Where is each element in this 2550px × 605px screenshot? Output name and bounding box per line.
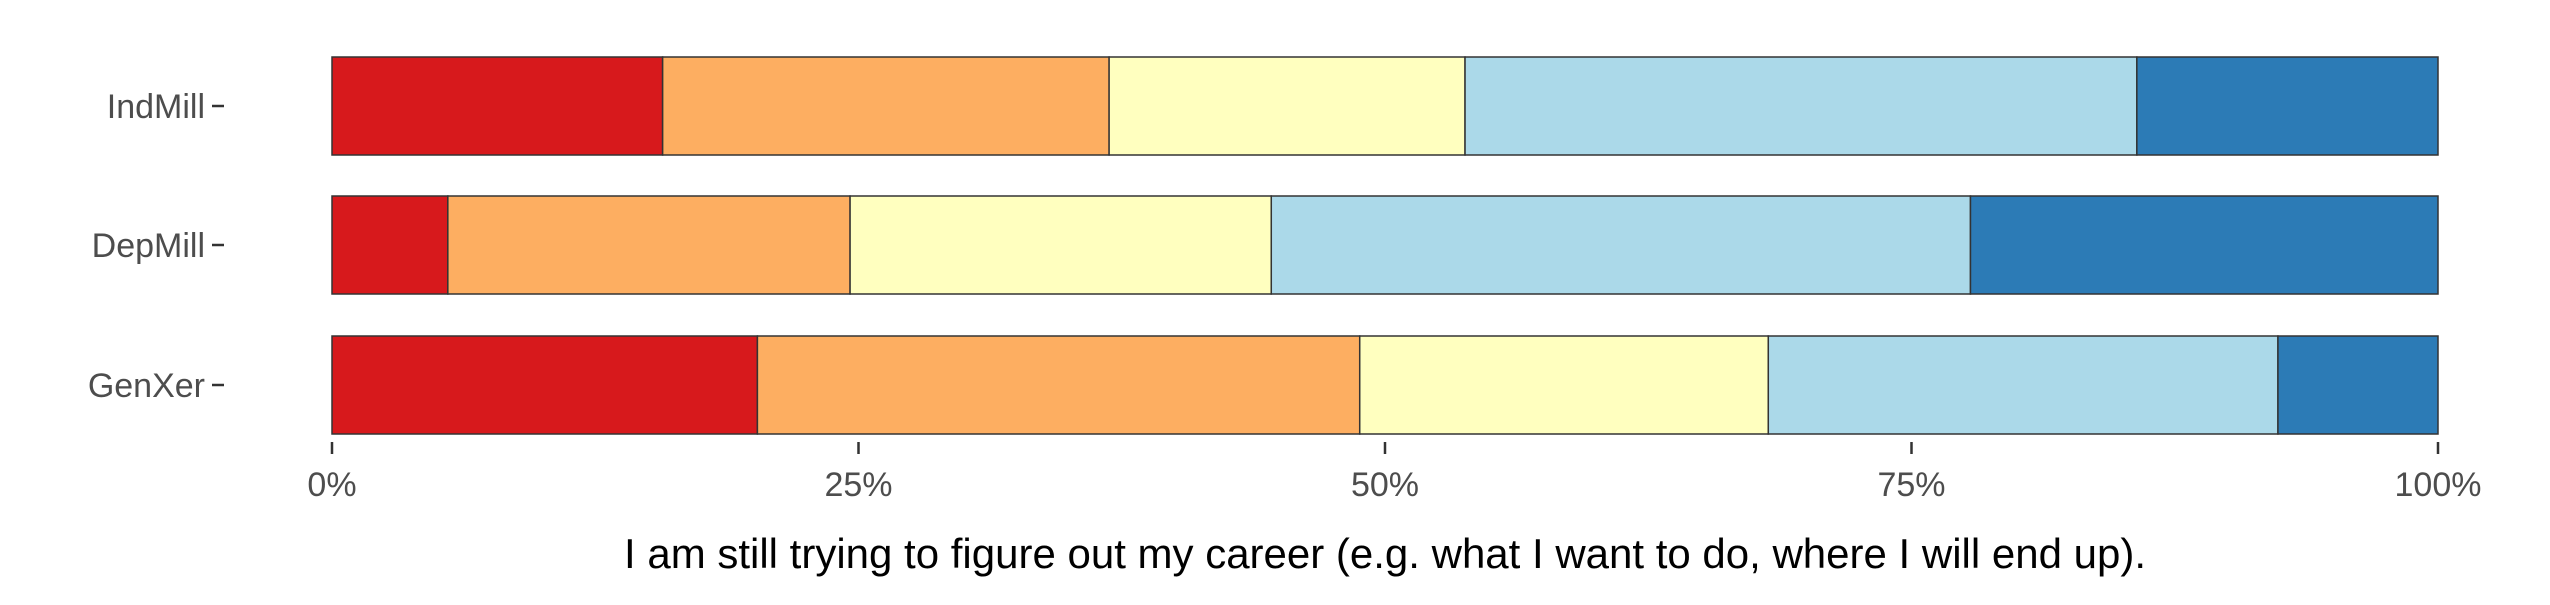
x-tick-label-0: 0% [307,466,356,504]
x-tick-label-100: 100% [2395,466,2482,504]
bar-indmill-segment-4 [1464,56,2138,156]
y-axis: IndMill DepMill GenXer [88,88,224,405]
bar-indmill-segment-1 [331,56,664,156]
bar-genxer-segment-3 [1358,335,1770,435]
bar-depmill-segment-5 [1969,195,2439,295]
bars-layer [331,56,2439,435]
bar-indmill-segment-2 [661,56,1110,156]
x-axis-title: I am still trying to figure out my caree… [624,530,2146,577]
x-tick-label-75: 75% [1877,466,1945,504]
bar-indmill-segment-5 [2136,56,2439,156]
y-tick-label-genxer: GenXer [88,367,205,405]
bar-genxer-segment-4 [1767,335,2279,435]
y-tick-label-depmill: DepMill [92,227,205,265]
bar-genxer-segment-2 [756,335,1361,435]
bar-indmill-segment-3 [1108,56,1466,156]
x-axis: 0% 25% 50% 75% 100% [307,442,2481,504]
bar-depmill-segment-3 [849,195,1273,295]
x-tick-label-25: 25% [824,466,892,504]
bar-depmill-segment-2 [447,195,851,295]
y-tick-label-indmill: IndMill [107,88,205,126]
bar-genxer-segment-5 [2277,335,2439,435]
bar-genxer-segment-1 [331,335,759,435]
bar-depmill-segment-4 [1270,195,1972,295]
bar-depmill-segment-1 [331,195,449,295]
x-tick-label-50: 50% [1351,466,1419,504]
